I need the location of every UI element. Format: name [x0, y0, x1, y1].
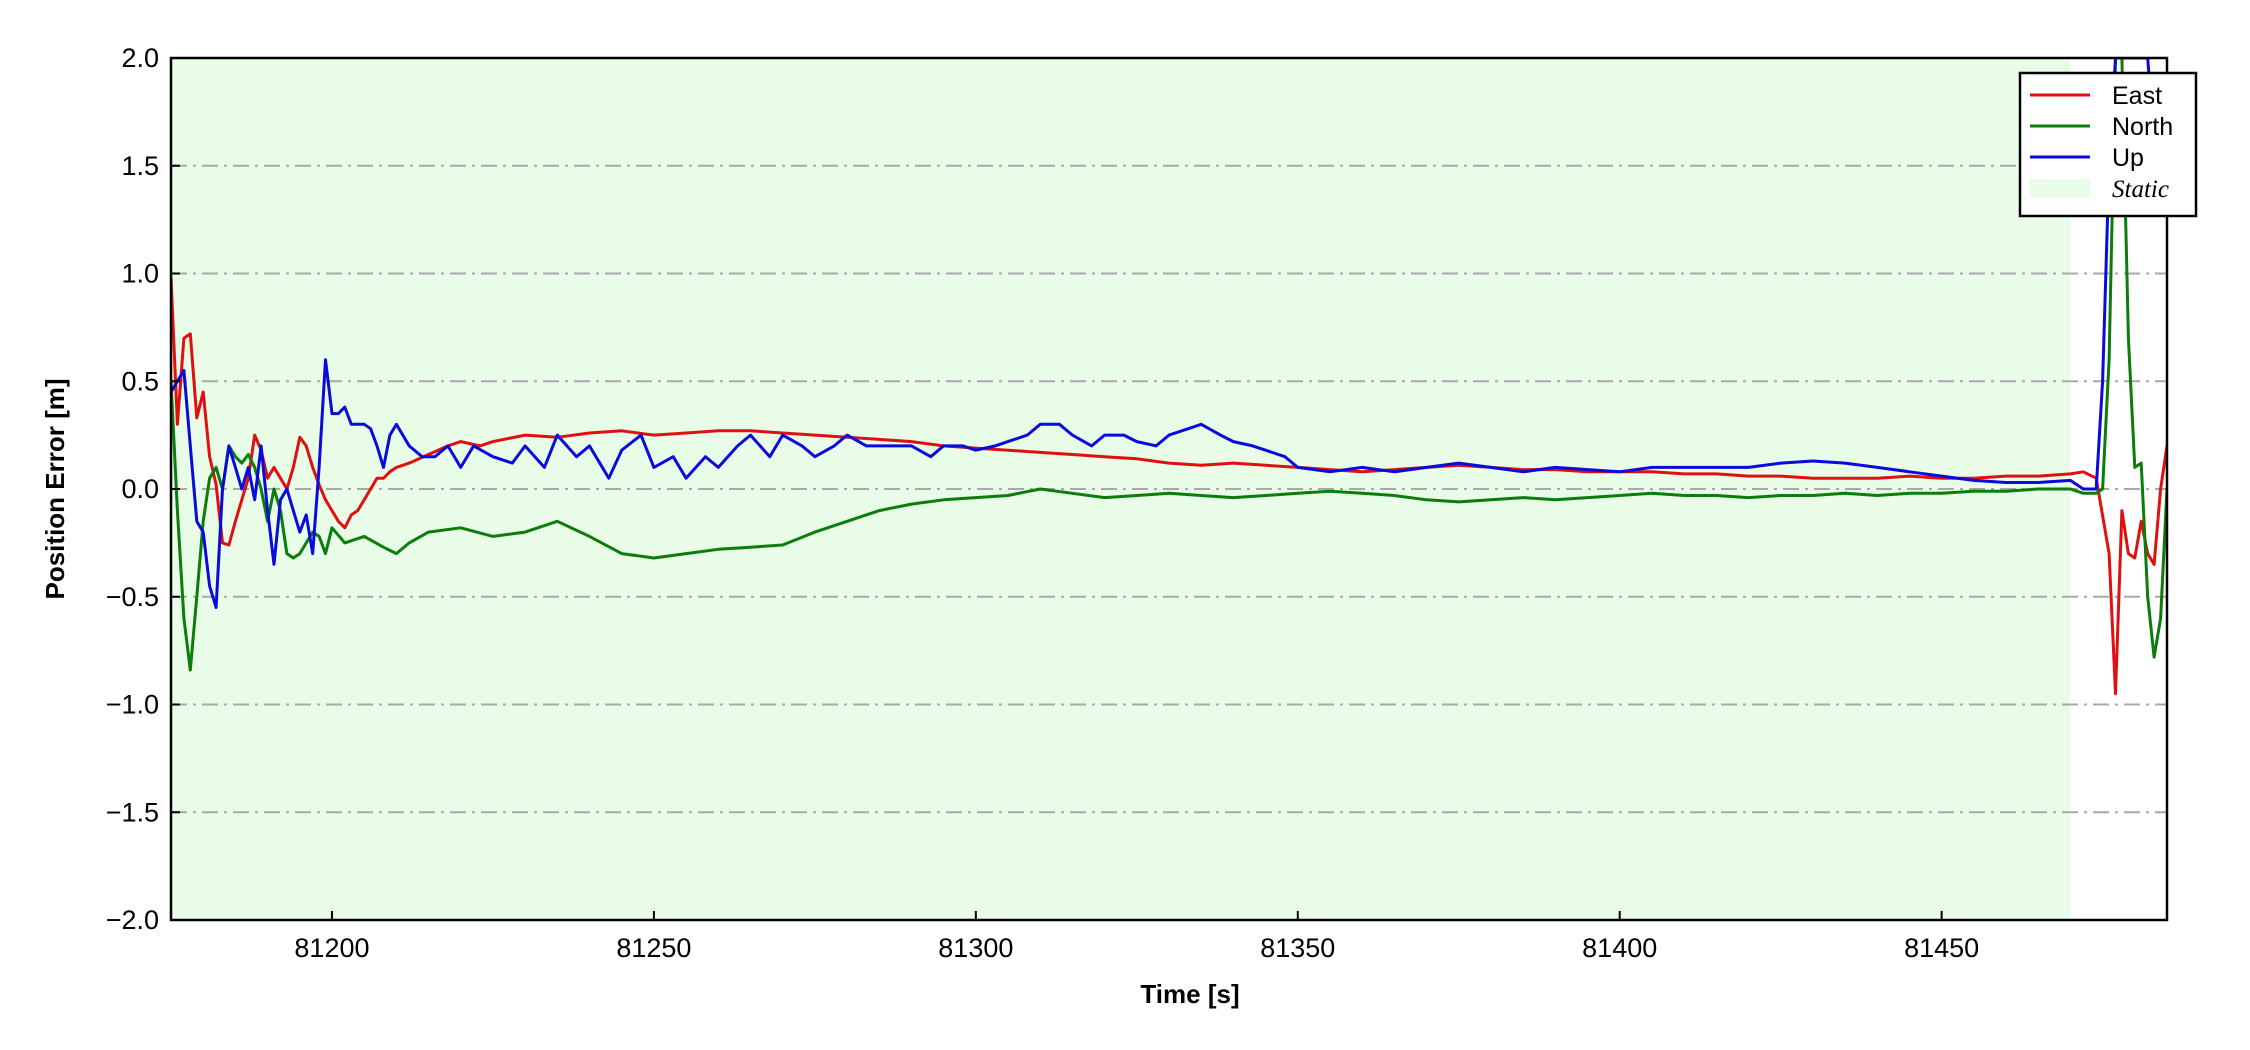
- x-tick-label: 81400: [1582, 933, 1657, 963]
- series-line-east: [171, 276, 2167, 696]
- y-axis-label: Position Error [m]: [40, 378, 70, 599]
- legend-up-label: Up: [2112, 144, 2144, 172]
- x-tick-label: 81200: [294, 933, 369, 963]
- y-tick-label: −1.0: [106, 690, 159, 720]
- series-line-north: [171, 58, 2167, 672]
- plot-area: [169, 56, 2169, 922]
- y-tick-label: −2.0: [106, 905, 159, 935]
- y-tick-label: −0.5: [106, 582, 159, 612]
- y-tick-label: −1.5: [106, 797, 159, 827]
- y-tick-label: 0.0: [121, 474, 159, 504]
- series-line-up: [171, 58, 2167, 609]
- x-tick-label: 81300: [938, 933, 1013, 963]
- legend-east-label: East: [2112, 82, 2162, 110]
- x-tick-label: 81250: [616, 933, 691, 963]
- x-tick-label: 81350: [1260, 933, 1335, 963]
- legend-static-swatch: [2030, 179, 2090, 198]
- x-tick-label: 81450: [1904, 933, 1979, 963]
- legend-static-label: Static: [2112, 176, 2169, 203]
- y-tick-label: 1.0: [121, 259, 159, 289]
- legend-north-label: North: [2112, 113, 2173, 141]
- y-tick-label: 2.0: [121, 43, 159, 73]
- y-tick-label: 0.5: [121, 366, 159, 396]
- y-tick-label: 1.5: [121, 151, 159, 181]
- x-axis-label: Time [s]: [1140, 979, 1239, 1009]
- legend: East North Up Static: [2018, 71, 2198, 218]
